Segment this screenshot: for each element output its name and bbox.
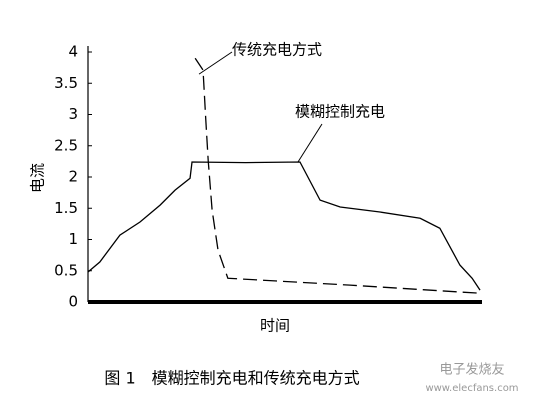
y-tick-label: 3.5 [54,74,78,92]
leader-line [297,123,323,163]
series-line [87,161,481,291]
watermark-name: 电子发烧友 [439,362,504,378]
y-axis-label: 电流 [29,163,47,193]
series-line [194,57,481,294]
y-tick-label: 2.5 [54,136,78,154]
annotation: 模糊控制充电 [295,103,385,121]
y-tick-label: 4 [68,43,78,61]
caption: 图 1 模糊控制充电和传统充电方式 [104,369,359,388]
y-tick-label: 1.5 [54,199,78,217]
x-axis-label: 时间 [260,317,290,335]
leader-line [198,51,233,75]
y-tick-label: 0 [68,293,78,311]
annotation: 传统充电方式 [232,41,322,59]
y-tick-label: 3 [68,105,78,123]
y-tick-label: 0.5 [54,261,78,279]
y-tick-label: 2 [68,168,78,186]
watermark-url: www.elecfans.com [425,383,518,394]
y-tick-label: 1 [68,230,78,248]
